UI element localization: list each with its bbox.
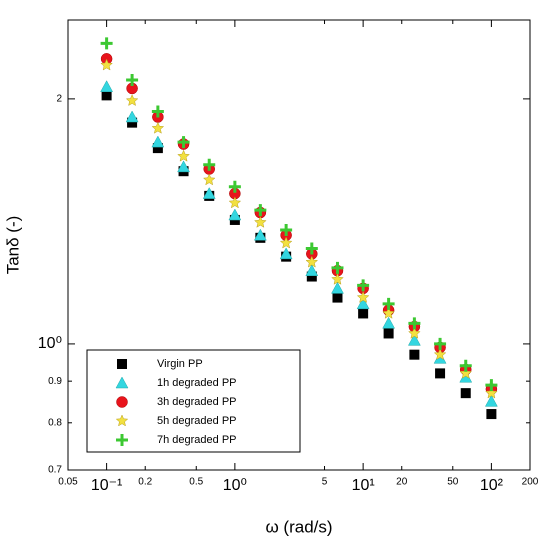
point: [331, 261, 344, 274]
point: [305, 255, 319, 268]
legend-marker: [116, 396, 128, 408]
point: [202, 173, 216, 186]
point: [228, 180, 241, 193]
point: [357, 279, 370, 292]
point: [305, 242, 318, 255]
point: [125, 94, 139, 107]
point: [358, 308, 369, 319]
point: [306, 271, 317, 282]
x-tick-label: 5: [322, 477, 328, 488]
point: [202, 187, 216, 199]
y-tick-label: 0.9: [48, 376, 62, 387]
point: [177, 136, 190, 149]
legend-marker: [116, 434, 128, 446]
point: [126, 73, 139, 86]
point: [435, 368, 446, 379]
point: [331, 272, 344, 285]
point: [486, 409, 497, 420]
point: [485, 386, 498, 399]
plot-frame: [67, 19, 531, 471]
point: [228, 208, 242, 221]
point: [253, 215, 267, 228]
point: [151, 135, 165, 148]
legend-label: 7h degraded PP: [157, 434, 237, 446]
legend-marker: [117, 359, 127, 369]
point: [485, 379, 498, 392]
point: [125, 110, 139, 123]
x-tick-label: 20: [396, 477, 408, 488]
point: [382, 297, 395, 310]
x-tick-label: 200: [522, 477, 539, 488]
point: [228, 196, 242, 209]
point: [177, 160, 190, 173]
x-tick-label: 0.5: [189, 477, 203, 488]
point: [254, 204, 267, 217]
point: [100, 80, 114, 92]
point: [382, 316, 396, 329]
point: [433, 348, 447, 361]
x-tick-label: 10¹: [352, 477, 375, 494]
point: [100, 37, 113, 50]
point: [356, 297, 370, 310]
point: [407, 333, 421, 346]
point: [177, 149, 190, 162]
point: [383, 328, 394, 339]
point: [459, 366, 473, 379]
legend-marker: [115, 414, 129, 427]
point: [280, 224, 293, 237]
point: [100, 58, 113, 71]
point: [127, 117, 138, 128]
point: [279, 247, 293, 260]
point: [484, 394, 498, 407]
point: [152, 143, 163, 154]
point: [409, 349, 420, 360]
point: [331, 281, 344, 294]
point: [408, 326, 421, 339]
point: [279, 236, 293, 249]
point: [459, 359, 472, 372]
y-tick-label: 2: [56, 94, 62, 105]
point: [460, 388, 471, 399]
legend-label: 5h degraded PP: [157, 415, 237, 427]
point: [253, 228, 267, 241]
y-tick-label: 10⁰: [38, 335, 62, 352]
point: [101, 90, 112, 101]
point: [203, 158, 216, 171]
point: [151, 105, 164, 118]
x-tick-label: 10⁰: [223, 477, 247, 494]
point: [434, 337, 447, 350]
x-tick-label: 0.05: [58, 477, 78, 488]
x-axis-label: ω (rad/s): [265, 517, 332, 536]
point: [382, 306, 395, 319]
point: [151, 121, 165, 134]
legend-label: 1h degraded PP: [157, 377, 237, 389]
x-tick-label: 50: [447, 477, 459, 488]
legend-label: 3h degraded PP: [157, 396, 237, 408]
y-tick-label: 0.7: [48, 465, 62, 476]
point: [332, 292, 343, 303]
y-tick-label: 0.8: [48, 417, 62, 428]
point: [305, 264, 319, 276]
legend-marker: [115, 376, 129, 389]
y-axis-label: Tanδ (-): [3, 216, 22, 275]
x-tick-label: 10²: [480, 477, 504, 494]
point: [356, 290, 370, 303]
legend-label: Virgin PP: [157, 358, 203, 370]
x-tick-label: 0.2: [138, 477, 152, 488]
point: [408, 317, 421, 330]
x-tick-label: 10⁻¹: [91, 477, 123, 494]
